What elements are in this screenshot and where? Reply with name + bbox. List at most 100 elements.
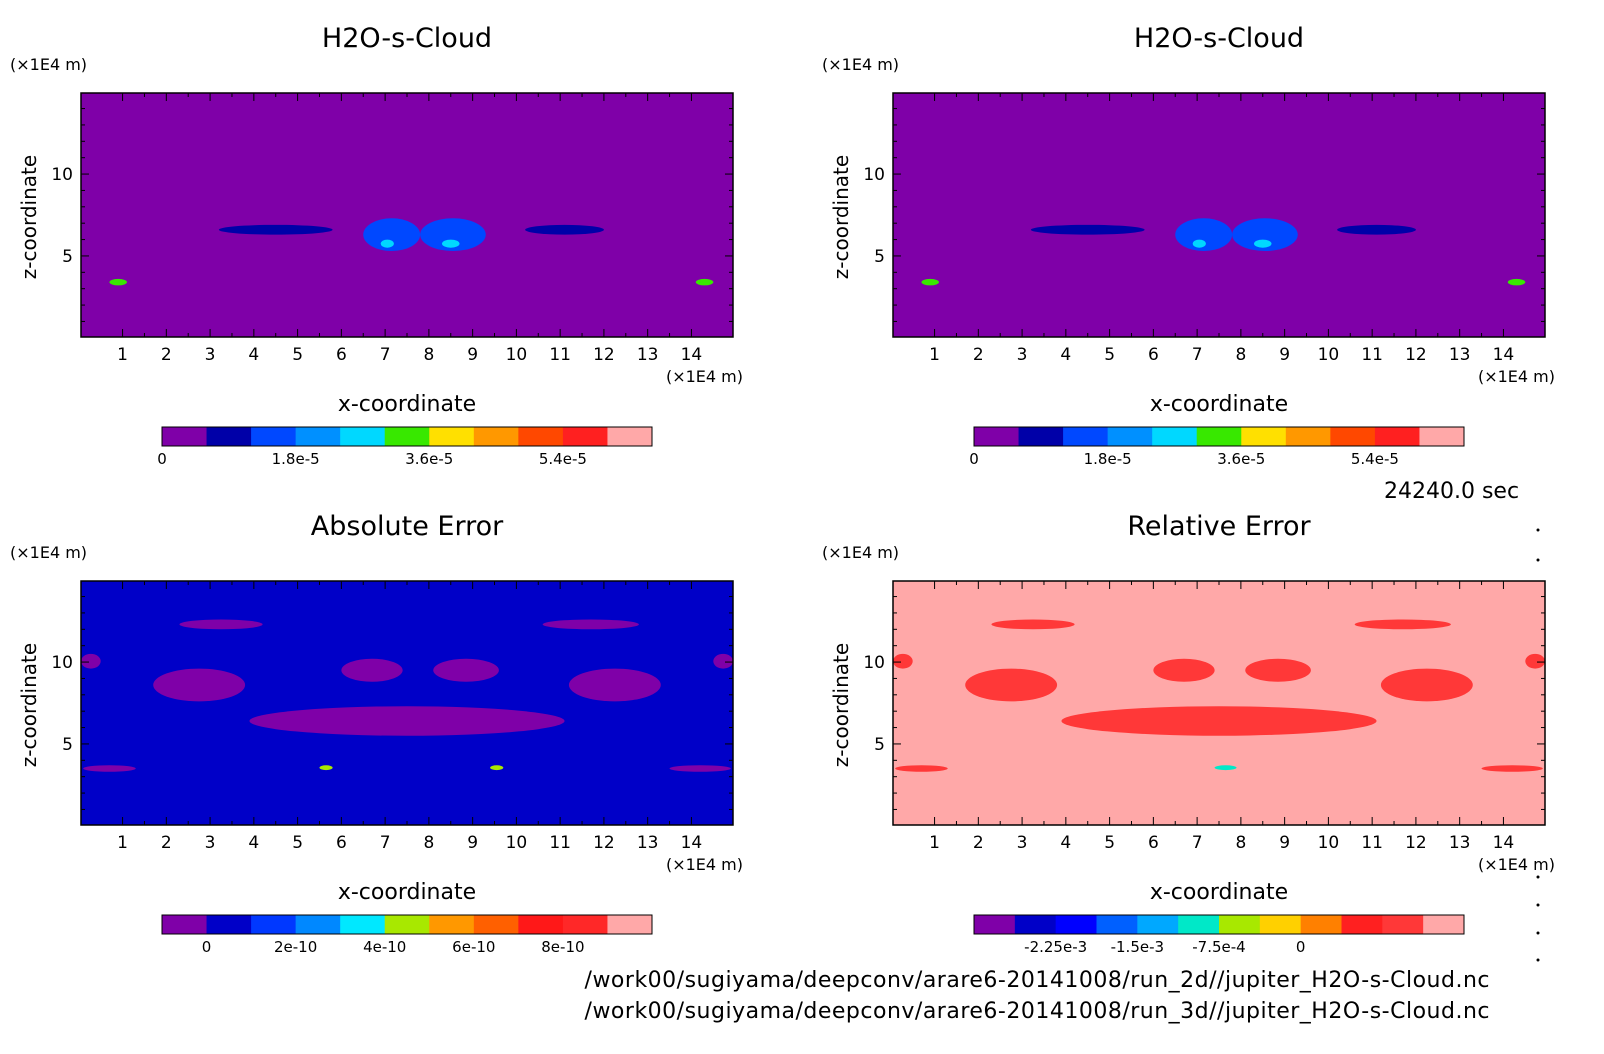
colorbar-swatch	[429, 427, 475, 446]
field-spot	[1507, 278, 1526, 286]
colorbar-tick-label: 0	[157, 450, 167, 468]
file-path-2d: /work00/sugiyama/deepconv/arare6-2014100…	[584, 968, 1490, 993]
x-tick-label: 13	[1449, 833, 1471, 853]
field-background	[893, 581, 1545, 825]
colorbar-tick-label: 3.6e-5	[1217, 450, 1265, 468]
chart-panel-3: Absolute Error(×1E4 m)1 2 3 4 5 6 7 8 9 10 11 12 13 1…	[10, 511, 743, 956]
x-tick-label: 4	[248, 345, 259, 365]
x-tick-label: 10	[506, 833, 528, 853]
colorbar-swatch	[1330, 427, 1376, 446]
field-blob	[1153, 658, 1215, 682]
x-unit-label: (×1E4 m)	[1478, 367, 1555, 386]
chart-panel-4: Relative Error(×1E4 m)1 2 3 4 5 6 7 8 9 10 11 12 13 1…	[822, 511, 1555, 956]
colorbar-swatch	[251, 915, 297, 934]
colorbar-swatch	[295, 915, 341, 934]
y-axis-label: z-coordinate	[829, 155, 853, 279]
x-tick-label: 1	[117, 833, 128, 853]
y-tick-label: 10	[863, 653, 885, 673]
x-tick-label: 6	[336, 345, 347, 365]
colorbar-swatch	[1096, 915, 1138, 934]
x-tick-label: 7	[380, 833, 391, 853]
chart-title: Relative Error	[1127, 511, 1311, 542]
x-tick-label: 6	[1148, 833, 1159, 853]
colorbar-tick-label: 5.4e-5	[1351, 450, 1399, 468]
colorbar-tick-label: 8e-10	[541, 938, 584, 956]
y-tick-label: 5	[62, 735, 73, 755]
margin-dot	[1536, 958, 1540, 962]
field-spot	[380, 239, 394, 248]
field-blob	[1354, 619, 1451, 630]
x-tick-label: 10	[1318, 345, 1340, 365]
colorbar-swatch	[251, 427, 297, 446]
colorbar-swatch	[607, 915, 653, 934]
field-spot	[895, 765, 948, 772]
colorbar-swatch	[1423, 915, 1465, 934]
x-tick-label: 12	[593, 345, 615, 365]
field-spot	[109, 278, 127, 286]
colorbar-frame	[161, 914, 653, 935]
x-tick-label: 4	[248, 833, 259, 853]
colorbar-swatch	[206, 915, 252, 934]
field-spot	[1525, 653, 1545, 669]
colorbar-swatch	[518, 427, 564, 446]
field-blob	[1232, 218, 1298, 252]
x-tick-label: 9	[467, 345, 478, 365]
field-band	[1337, 224, 1416, 235]
x-tick-label: 10	[506, 345, 528, 365]
colorbar-tick-label: -1.5e-3	[1111, 938, 1164, 956]
x-tick-label: 3	[1017, 833, 1028, 853]
colorbar-swatch	[1018, 427, 1064, 446]
colorbar-swatch	[340, 915, 386, 934]
field-blob	[420, 218, 486, 252]
field-blob	[1245, 658, 1311, 682]
y-tick-label: 5	[62, 247, 73, 267]
colorbar-frame	[973, 426, 1465, 447]
field-spot	[83, 765, 136, 772]
colorbar-swatch	[1341, 915, 1383, 934]
x-tick-label: 3	[205, 833, 216, 853]
field-spot	[490, 765, 504, 771]
chart-title: H2O-s-Cloud	[322, 23, 492, 54]
colorbar-tick-label: 1.8e-5	[272, 450, 320, 468]
colorbar-swatch	[518, 915, 564, 934]
field-blob	[568, 668, 661, 702]
colorbar-tick-label: -7.5e-4	[1192, 938, 1245, 956]
y-tick-label: 10	[863, 165, 885, 185]
x-tick-label: 10	[1318, 833, 1340, 853]
x-unit-label: (×1E4 m)	[666, 367, 743, 386]
y-tick-label: 10	[51, 653, 73, 673]
x-tick-label: 2	[161, 345, 172, 365]
colorbar-swatch	[1196, 427, 1242, 446]
colorbar-swatch	[1055, 915, 1097, 934]
y-axis-label: z-coordinate	[829, 643, 853, 767]
chart-panel-2: H2O-s-Cloud(×1E4 m)1 2 3 4 5 6 7 8 9 10 11 12 13 1451…	[822, 23, 1555, 468]
field-features	[893, 619, 1545, 772]
field-spot	[81, 653, 101, 669]
field-features	[81, 619, 733, 772]
colorbar-tick-label: 1.8e-5	[1084, 450, 1132, 468]
field-spot	[1481, 765, 1543, 772]
field-spot	[1214, 765, 1237, 771]
y-unit-label: (×1E4 m)	[822, 543, 899, 562]
x-tick-label: 13	[1449, 345, 1471, 365]
colorbar-swatch	[1259, 915, 1302, 934]
x-tick-label: 9	[467, 833, 478, 853]
x-tick-label: 1	[929, 833, 940, 853]
x-axis-label: x-coordinate	[1150, 392, 1288, 417]
x-tick-label: 5	[1104, 345, 1115, 365]
x-tick-label: 2	[161, 833, 172, 853]
field-blob	[542, 619, 639, 630]
colorbar-swatch	[1107, 427, 1153, 446]
colorbar-swatch	[1374, 427, 1420, 446]
colorbar-swatch	[974, 915, 1016, 934]
x-tick-label: 7	[1192, 833, 1203, 853]
x-tick-label: 6	[1148, 345, 1159, 365]
colorbar-swatch	[384, 427, 430, 446]
field-background	[81, 581, 733, 825]
colorbar-swatch	[162, 915, 208, 934]
x-tick-label: 5	[292, 345, 303, 365]
field-band	[1030, 224, 1145, 235]
x-axis-label: x-coordinate	[338, 392, 476, 417]
y-unit-label: (×1E4 m)	[10, 55, 87, 74]
